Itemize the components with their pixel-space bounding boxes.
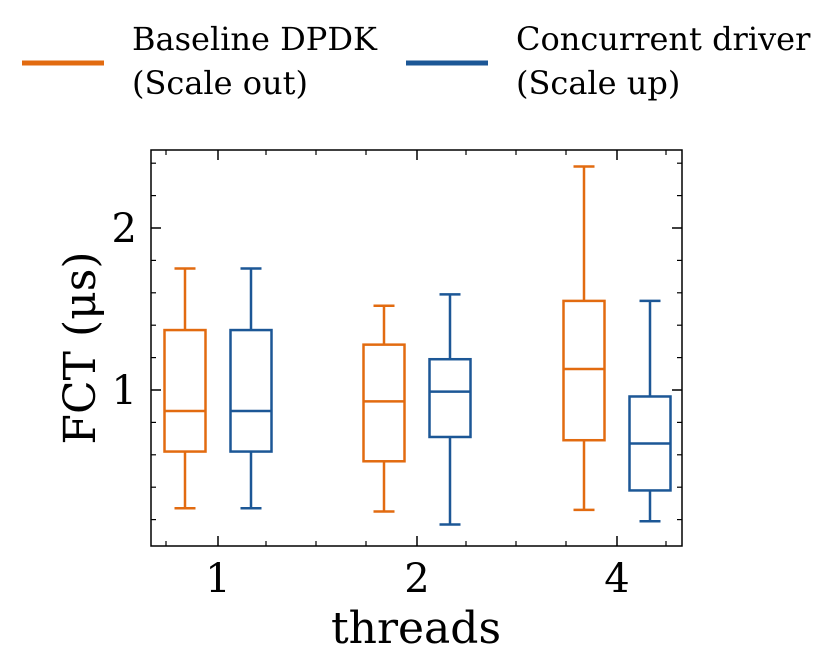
iqr-box	[229, 328, 273, 453]
x-tick-label: 1	[205, 556, 230, 602]
legend-label-concurrent-driver-line1: Concurrent driver	[516, 20, 811, 58]
iqr-box	[163, 328, 207, 453]
legend: Baseline DPDK (Scale out) Concurrent dri…	[22, 20, 811, 102]
iqr-box	[428, 357, 472, 439]
y-axis-label: FCT (μs)	[55, 251, 106, 444]
legend-label-baseline-dpdk-line1: Baseline DPDK	[132, 20, 378, 58]
y-tick-labels: 12	[112, 206, 137, 414]
box-concurrent-driver-threads-2	[428, 293, 472, 526]
y-tick-label: 1	[112, 368, 137, 414]
legend-label-baseline-dpdk-line2: (Scale out)	[132, 64, 308, 102]
iqr-box	[562, 299, 606, 442]
box-concurrent-driver-threads-1	[229, 267, 273, 510]
box-baseline-dpdk-threads-2	[362, 304, 406, 513]
iqr-box	[362, 343, 406, 463]
x-tick-label: 4	[604, 556, 629, 602]
box-baseline-dpdk-threads-4	[562, 165, 606, 512]
box-baseline-dpdk-threads-1	[163, 267, 207, 510]
axis-ticks	[151, 150, 682, 546]
legend-label-concurrent-driver-line2: (Scale up)	[516, 64, 680, 102]
x-tick-label: 2	[404, 556, 429, 602]
x-axis-label: threads	[331, 603, 501, 654]
y-tick-label: 2	[112, 206, 137, 252]
x-tick-labels: 1 2 4	[205, 556, 629, 602]
box-plot-series	[163, 165, 672, 526]
box-concurrent-driver-threads-4	[628, 299, 672, 523]
